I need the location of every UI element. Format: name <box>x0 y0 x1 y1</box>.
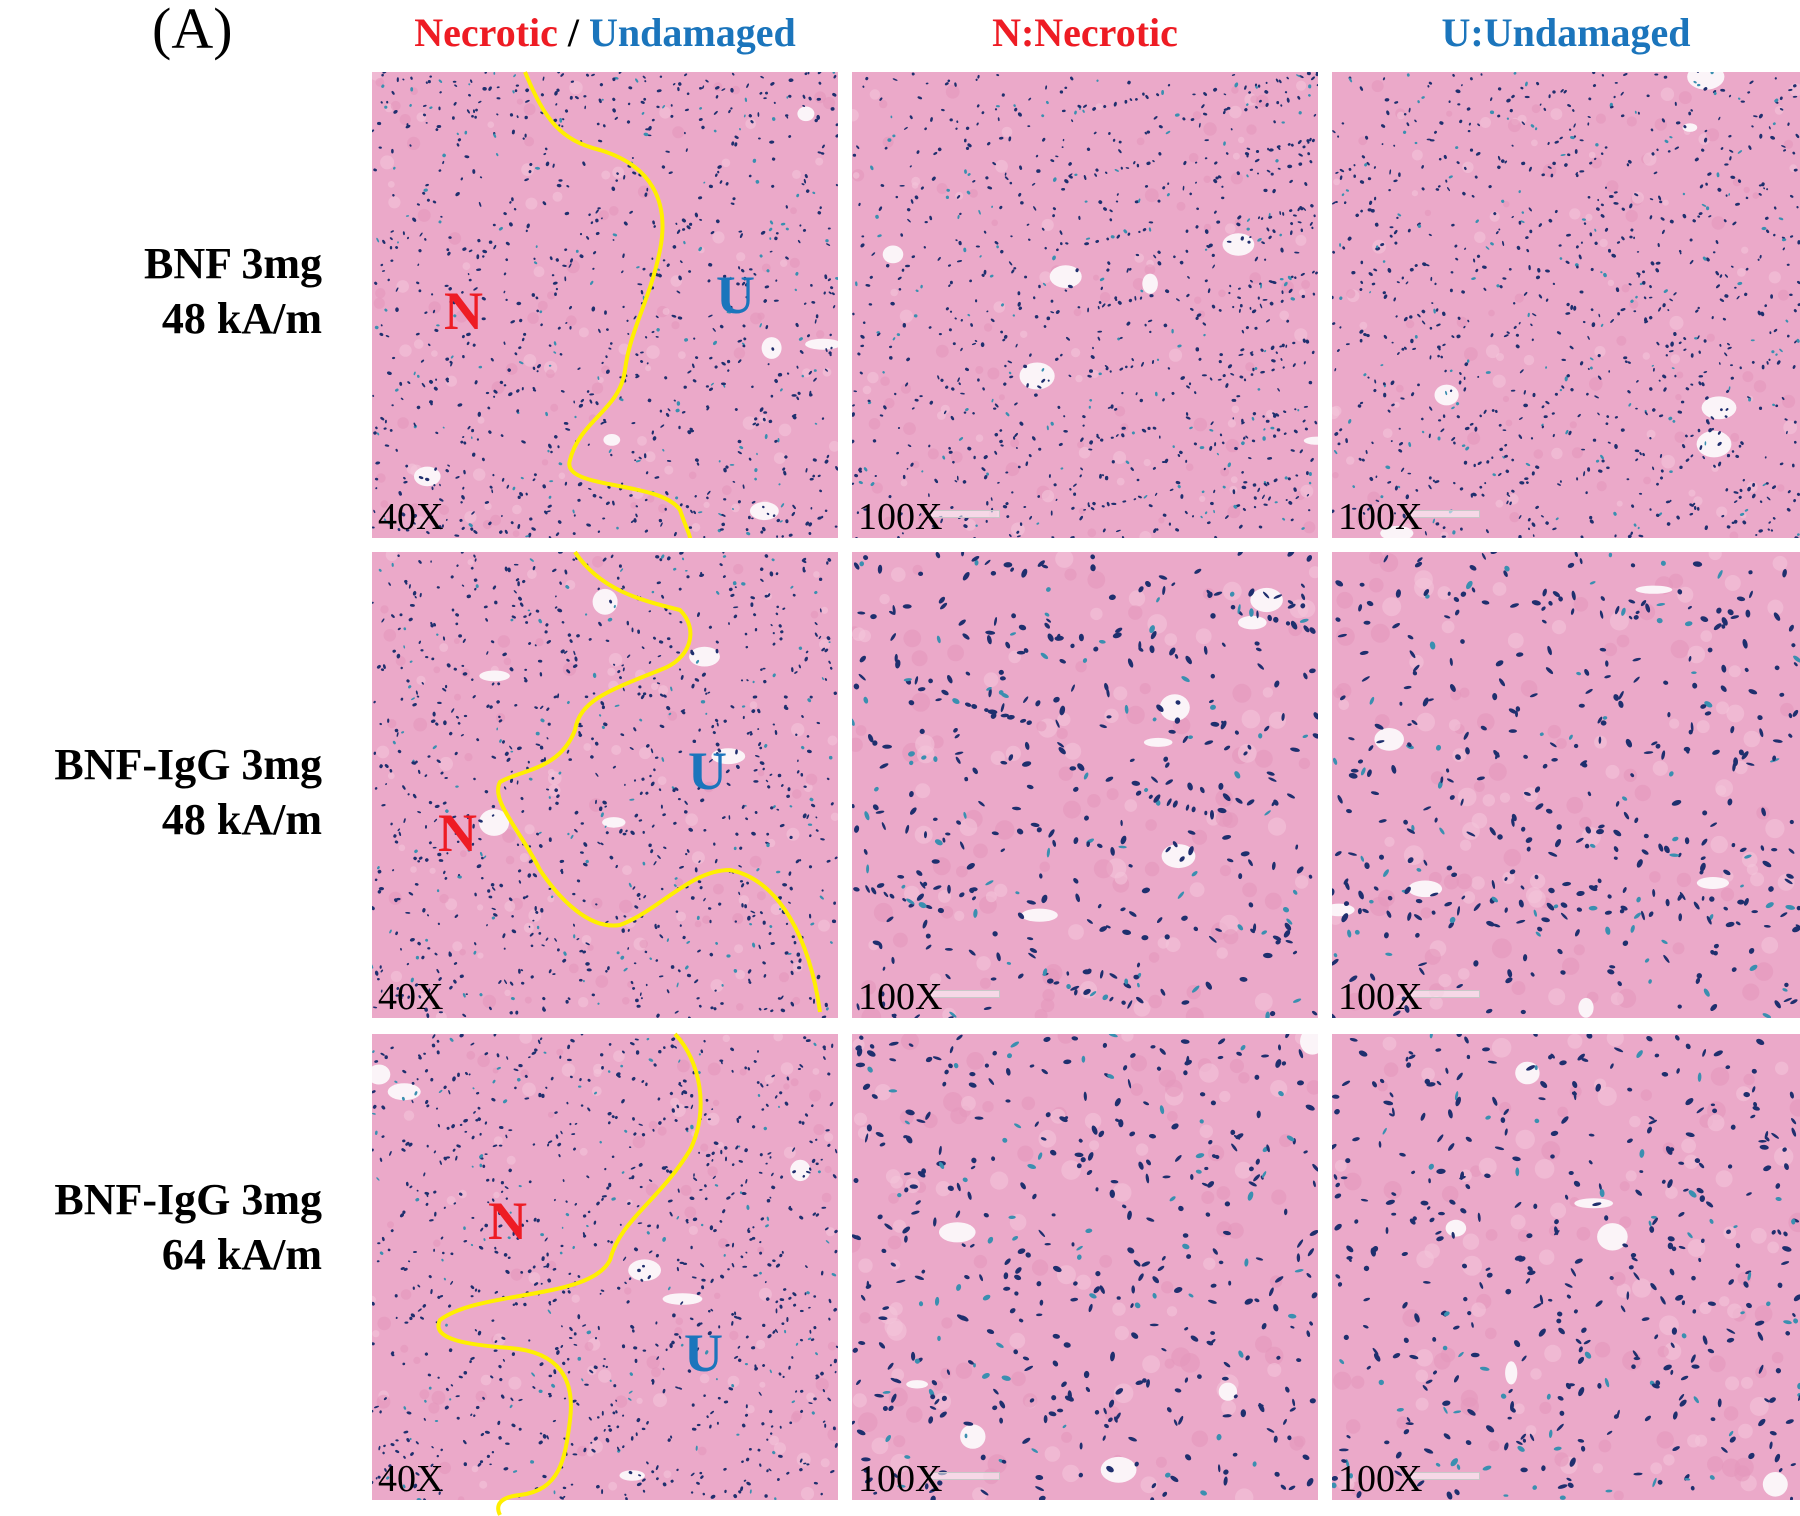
micrograph-texture <box>1332 1034 1800 1500</box>
micrograph-texture <box>372 72 838 538</box>
scale-bar <box>1410 990 1480 998</box>
row-label-line1: BNF-IgG 3mg <box>54 1175 322 1224</box>
micrograph-texture <box>852 1034 1318 1500</box>
header-undamaged-text: Undamaged <box>589 10 796 55</box>
magnification-label: 100X <box>1338 976 1423 1018</box>
tile-r3-necrotic: 100X <box>852 1034 1318 1500</box>
tile-r1-undamaged: 100X <box>1332 72 1800 538</box>
header-necrotic-text: Necrotic <box>414 10 558 55</box>
magnification-label: 100X <box>858 976 943 1018</box>
tile-r3-overview: N U 40X <box>372 1034 838 1500</box>
micrograph-texture <box>1332 552 1800 1018</box>
magnification-label: 40X <box>378 976 444 1018</box>
row-label-line1: BNF 3mg <box>143 239 322 288</box>
undamaged-region-letter: U <box>716 265 755 325</box>
scale-bar <box>930 990 1000 998</box>
magnification-label: 100X <box>858 1458 943 1500</box>
row-label-line2: 48 kA/m <box>161 294 322 343</box>
column-header-undamaged: U:Undamaged <box>1441 10 1691 55</box>
magnification-label: 100X <box>1338 496 1423 538</box>
tile-r3-undamaged: 100X <box>1332 1034 1800 1500</box>
panel-label: (A) <box>152 0 233 61</box>
micrograph-texture <box>852 552 1318 1018</box>
micrograph-texture <box>372 1034 838 1500</box>
scale-bar <box>930 1472 1000 1480</box>
scale-bar <box>1410 510 1480 518</box>
row-label-2: BNF-IgG 3mg 48 kA/m <box>0 737 322 847</box>
row-label-3: BNF-IgG 3mg 64 kA/m <box>0 1172 322 1282</box>
micrograph-texture <box>372 552 838 1018</box>
row-label-line2: 48 kA/m <box>161 795 322 844</box>
tile-r1-necrotic: 100X <box>852 72 1318 538</box>
tile-r1-overview: N U 40X <box>372 72 838 538</box>
magnification-label: 40X <box>378 1458 444 1500</box>
necrotic-region-letter: N <box>438 803 477 863</box>
column-header-overview: Necrotic / Undamaged <box>372 8 838 58</box>
scale-bar <box>930 510 1000 518</box>
tile-r2-necrotic: 100X <box>852 552 1318 1018</box>
tile-r2-undamaged: 100X <box>1332 552 1800 1018</box>
row-label-line1: BNF-IgG 3mg <box>54 740 322 789</box>
undamaged-region-letter: U <box>684 1323 723 1383</box>
row-label-1: BNF 3mg 48 kA/m <box>0 236 322 346</box>
scale-bar <box>1410 1472 1480 1480</box>
magnification-label: 100X <box>858 496 943 538</box>
magnification-label: 100X <box>1338 1458 1423 1500</box>
row-label-line2: 64 kA/m <box>161 1230 322 1279</box>
micrograph-texture <box>1332 72 1800 538</box>
necrotic-region-letter: N <box>444 281 483 341</box>
micrograph-texture <box>852 72 1318 538</box>
tile-r2-overview: N U 40X <box>372 552 838 1018</box>
magnification-label: 40X <box>378 496 444 538</box>
necrotic-region-letter: N <box>488 1191 527 1251</box>
header-separator: / <box>557 10 590 55</box>
column-header-necrotic: N:Necrotic <box>992 10 1178 55</box>
undamaged-region-letter: U <box>688 741 727 801</box>
